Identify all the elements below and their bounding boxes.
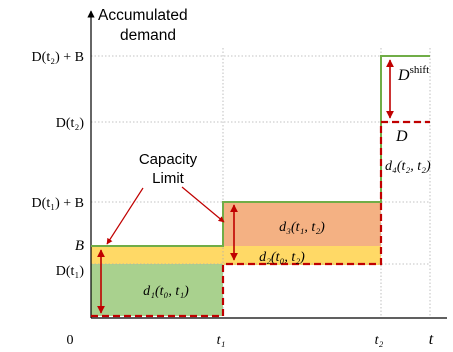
capacity-pointer-right (181, 186, 225, 223)
demand-shift-line (91, 55, 430, 247)
x-tick-t: t (429, 331, 434, 348)
y-tick-b: B (75, 238, 84, 254)
label-d-shift: Dshift (397, 64, 429, 84)
region-yellow-2 (223, 246, 381, 265)
capacity-pointer-left (106, 187, 144, 245)
label-d4: d₄(t₂, t₂) (385, 159, 431, 174)
label-d3: d₃(t₁, t₂) (279, 220, 325, 235)
y-tick-t1-plus-b: D(t₁) + B (32, 196, 84, 211)
x-tick-origin: 0 (67, 333, 74, 348)
capacity-label-line2: Limit (152, 170, 185, 187)
y-tick-t1: D(t₁) (56, 264, 85, 279)
y-axis-title-line1: Accumulated (98, 7, 188, 24)
y-tick-t2-plus-b: D(t₂) + B (32, 50, 84, 65)
label-d1: d₁(t₀, t₁) (143, 284, 189, 299)
demand-line (91, 120, 430, 318)
region-d1 (91, 264, 223, 316)
label-d-shift-sup: shift (410, 64, 430, 76)
region-d3 (223, 202, 381, 246)
label-d: D (395, 128, 408, 145)
label-d-shift-base: D (397, 67, 410, 84)
region-yellow-1 (91, 246, 223, 264)
capacity-label-line1: Capacity (139, 151, 198, 168)
x-tick-t2: t₂ (375, 333, 384, 348)
y-axis-title-line2: demand (120, 27, 176, 44)
x-tick-t1: t₁ (217, 333, 226, 348)
label-d2: d₂(t₀, t₂) (259, 250, 305, 265)
y-tick-t2: D(t₂) (56, 116, 85, 131)
